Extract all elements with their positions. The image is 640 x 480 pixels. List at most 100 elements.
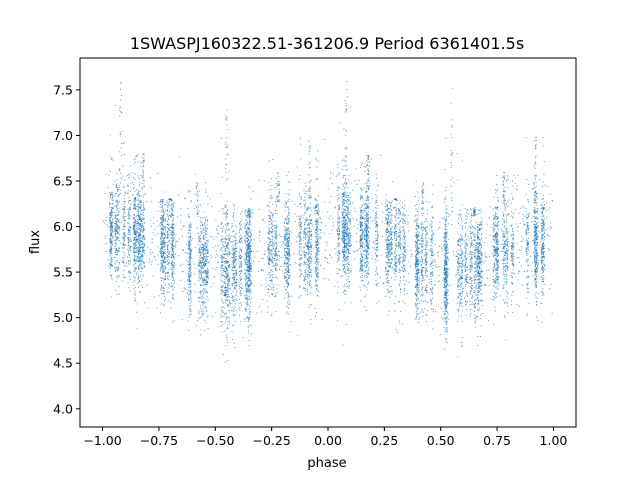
data-point: [246, 232, 248, 234]
data-point: [310, 269, 312, 271]
data-point: [231, 330, 233, 332]
data-point: [198, 261, 200, 263]
data-point: [226, 312, 228, 314]
data-point: [284, 254, 286, 256]
data-point: [245, 275, 247, 277]
data-point: [164, 230, 166, 232]
data-point: [116, 224, 118, 226]
data-point: [284, 254, 286, 256]
data-point: [304, 278, 306, 280]
data-point: [239, 249, 241, 251]
data-point: [250, 265, 252, 267]
data-point: [143, 262, 145, 264]
data-point: [337, 199, 339, 201]
data-point: [124, 252, 126, 254]
data-point: [128, 202, 130, 204]
data-point: [203, 266, 205, 268]
data-point: [232, 300, 234, 302]
data-point: [248, 280, 250, 282]
data-point: [300, 225, 302, 227]
data-point: [117, 201, 119, 203]
data-point: [110, 158, 112, 160]
data-point: [246, 249, 248, 251]
data-point: [190, 292, 192, 294]
data-point: [199, 204, 201, 206]
data-point: [240, 279, 242, 281]
data-point: [170, 213, 172, 215]
data-point: [123, 243, 125, 245]
data-point: [163, 244, 165, 246]
data-point: [248, 260, 250, 262]
data-point: [137, 238, 139, 240]
data-point: [224, 276, 226, 278]
data-point: [138, 277, 140, 279]
data-point: [240, 251, 242, 253]
data-point: [160, 265, 162, 267]
data-point: [248, 251, 250, 253]
data-point: [245, 284, 247, 286]
data-point: [205, 308, 207, 310]
data-point: [317, 279, 319, 281]
data-point: [310, 248, 312, 250]
data-point: [197, 200, 199, 202]
data-point: [171, 241, 173, 243]
data-point: [274, 224, 276, 226]
data-point: [224, 238, 226, 240]
data-point: [250, 311, 252, 313]
data-point: [201, 267, 203, 269]
data-point: [206, 259, 208, 261]
data-point: [317, 222, 319, 224]
data-point: [160, 266, 162, 268]
data-point: [140, 230, 142, 232]
data-point: [134, 238, 136, 240]
data-point: [304, 192, 306, 194]
data-point: [232, 254, 234, 256]
data-point: [299, 218, 301, 220]
data-point: [225, 214, 227, 216]
data-point: [200, 252, 202, 254]
data-point: [161, 201, 163, 203]
data-point: [161, 199, 163, 201]
data-point: [307, 230, 309, 232]
data-point: [349, 252, 351, 254]
data-point: [271, 235, 273, 237]
data-point: [348, 269, 349, 271]
data-point: [308, 253, 310, 255]
data-point: [308, 256, 310, 258]
data-point: [138, 242, 140, 244]
data-point: [225, 118, 227, 120]
data-point: [245, 251, 247, 253]
data-point: [308, 257, 310, 259]
data-point: [249, 266, 251, 268]
data-point: [240, 302, 242, 304]
data-point: [310, 219, 312, 221]
data-point: [286, 311, 288, 313]
data-point: [123, 201, 125, 203]
data-point: [110, 240, 112, 242]
data-point: [338, 220, 340, 222]
data-point: [276, 196, 278, 198]
data-point: [173, 246, 175, 248]
data-point: [198, 274, 200, 276]
data-point: [288, 244, 290, 246]
data-point: [128, 228, 130, 230]
data-point: [248, 243, 250, 245]
data-point: [202, 304, 204, 306]
data-point: [341, 193, 343, 195]
data-point: [109, 249, 111, 251]
data-point: [268, 259, 270, 261]
data-point: [229, 266, 231, 268]
data-point: [142, 171, 144, 173]
data-point: [336, 194, 338, 196]
data-point: [166, 255, 168, 257]
data-point: [247, 326, 249, 328]
data-point: [228, 278, 230, 280]
data-point: [134, 223, 136, 225]
data-point: [141, 286, 143, 288]
data-point: [269, 259, 271, 261]
data-point: [276, 257, 278, 259]
data-point: [189, 276, 191, 278]
data-point: [342, 215, 344, 217]
data-point: [223, 207, 225, 209]
data-point: [246, 250, 248, 252]
